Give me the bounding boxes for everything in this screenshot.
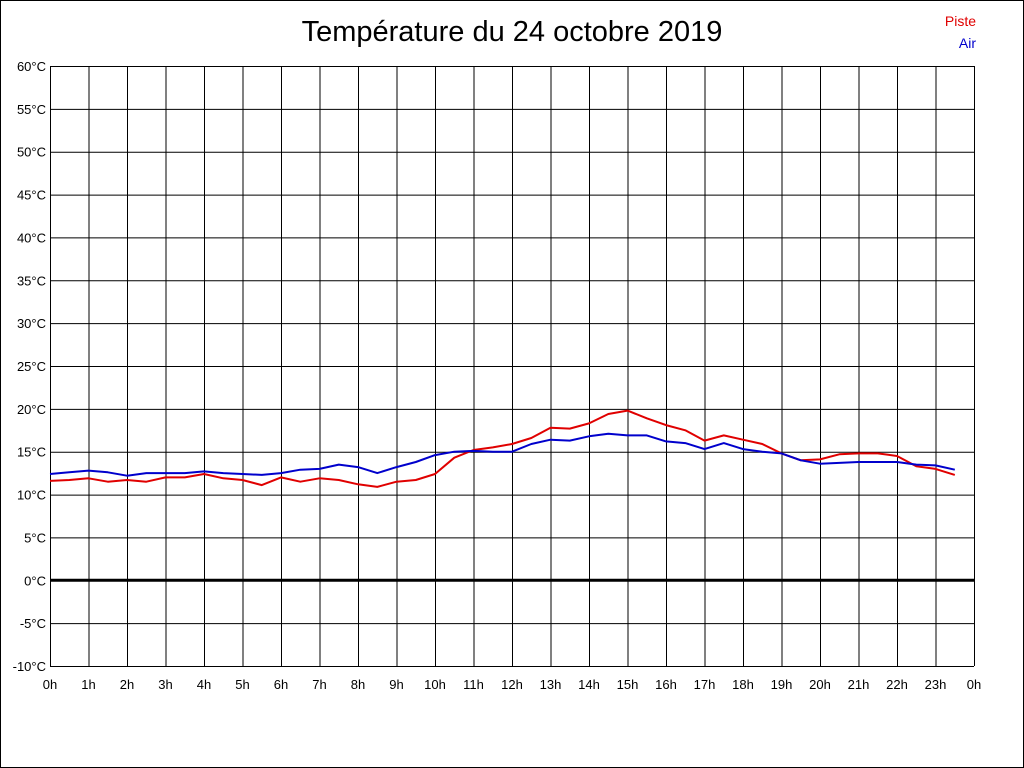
y-tick-label: 40°C xyxy=(17,230,46,245)
y-tick-label: 35°C xyxy=(17,273,46,288)
x-tick-label: 5h xyxy=(235,677,249,692)
series-line-air xyxy=(49,432,956,477)
x-tick-label: 20h xyxy=(809,677,831,692)
x-tick-label: 21h xyxy=(848,677,870,692)
x-tick-label: 4h xyxy=(197,677,211,692)
axis-tick-labels: 0h 1h 2h 3h 4h 5h 6h 7h 8h 9h 10h 11h 12h 13h 14h 15h 16… xyxy=(13,59,982,692)
x-tick-label: 16h xyxy=(655,677,677,692)
x-tick-label: 2h xyxy=(120,677,134,692)
x-tick-label: 1h xyxy=(81,677,95,692)
x-tick-label: 19h xyxy=(771,677,793,692)
y-tick-label: -5°C xyxy=(20,616,46,631)
chart-title: Température du 24 octobre 2019 xyxy=(301,16,723,48)
y-tick-label: -10°C xyxy=(13,659,46,674)
y-tick-label: 60°C xyxy=(17,59,46,74)
x-tick-label: 13h xyxy=(540,677,562,692)
y-tick-label: 30°C xyxy=(17,316,46,331)
y-tick-label: 55°C xyxy=(17,102,46,117)
y-tick-label: 0°C xyxy=(24,573,46,588)
x-tick-label: 6h xyxy=(274,677,288,692)
x-tick-label: 3h xyxy=(158,677,172,692)
x-tick-label: 12h xyxy=(501,677,523,692)
x-tick-label: 0h xyxy=(967,677,981,692)
y-tick-label: 25°C xyxy=(17,359,46,374)
x-tick-label: 17h xyxy=(694,677,716,692)
series-line-piste xyxy=(49,409,956,488)
y-tick-label: 45°C xyxy=(17,188,46,203)
y-tick-label: 50°C xyxy=(17,145,46,160)
x-tick-label: 14h xyxy=(578,677,600,692)
x-tick-label: 7h xyxy=(312,677,326,692)
y-tick-label: 15°C xyxy=(17,445,46,460)
legend-entry-air: Air xyxy=(958,35,976,51)
x-tick-label: 22h xyxy=(886,677,908,692)
x-tick-label: 0h xyxy=(43,677,57,692)
x-tick-label: 11h xyxy=(463,677,484,692)
x-tick-label: 18h xyxy=(732,677,754,692)
x-tick-label: 9h xyxy=(389,677,403,692)
y-tick-label: 20°C xyxy=(17,402,46,417)
series-lines xyxy=(49,409,956,488)
x-tick-label: 8h xyxy=(351,677,365,692)
x-tick-label: 23h xyxy=(925,677,947,692)
grid xyxy=(50,66,975,667)
y-tick-label: 10°C xyxy=(17,488,46,503)
legend-entry-piste: Piste xyxy=(944,13,976,29)
x-tick-label: 15h xyxy=(617,677,639,692)
x-tick-label: 10h xyxy=(424,677,446,692)
y-tick-label: 5°C xyxy=(24,530,46,545)
